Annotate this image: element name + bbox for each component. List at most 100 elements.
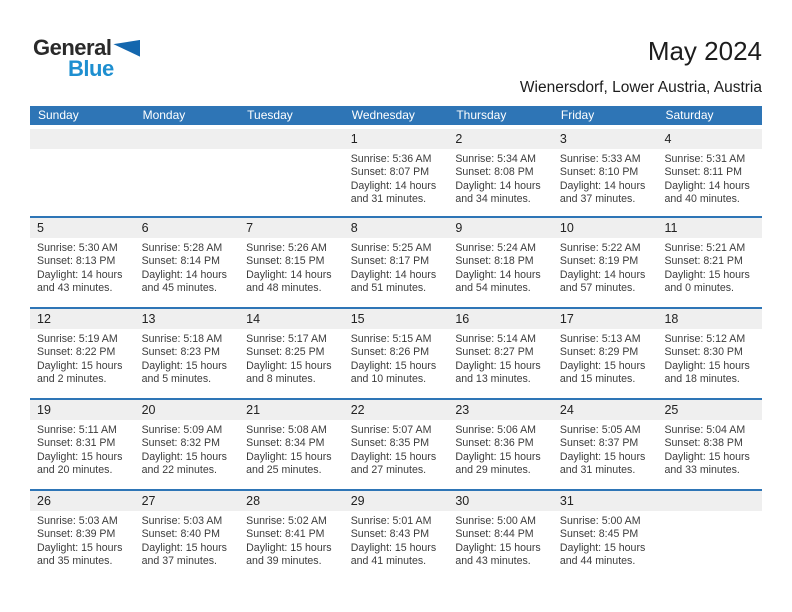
day-number: 23	[448, 400, 553, 420]
day-cell: 23 Sunrise: 5:06 AM Sunset: 8:36 PM Dayligh…	[448, 400, 553, 489]
sunset-text: Sunset: 8:29 PM	[559, 346, 639, 359]
sunset-text: Sunset: 8:22 PM	[37, 346, 116, 359]
calendar: Sunday Monday Tuesday Wednesday Thursday Frid…	[30, 106, 763, 580]
sunset-text: Sunset: 8:11 PM	[664, 166, 743, 179]
daylight-hours-text: Daylight: 15 hours	[141, 359, 227, 372]
daylight-minutes-text: and 35 minutes.	[37, 555, 113, 568]
day-number: 16	[448, 309, 553, 329]
logo-triangle-icon	[113, 39, 141, 57]
day-number: 17	[552, 309, 658, 329]
page-subtitle: Wienersdorf, Lower Austria, Austria	[519, 79, 762, 96]
daylight-minutes-text: and 15 minutes.	[559, 373, 636, 386]
sunrise-text: Sunrise: 5:01 AM	[350, 515, 432, 527]
day-details: Sunrise: 5:31 AM Sunset: 8:11 PM Daylight:…	[657, 149, 762, 207]
day-details: Sunrise: 5:22 AM Sunset: 8:19 PM Daylight:…	[553, 238, 658, 296]
day-cell: 21 Sunrise: 5:08 AM Sunset: 8:34 PM Dayligh…	[239, 400, 344, 489]
day-number: 6	[134, 218, 240, 238]
day-number: 20	[134, 400, 240, 420]
day-details: Sunrise: 5:18 AM Sunset: 8:23 PM Daylight:…	[135, 329, 240, 387]
day-details: Sunrise: 5:33 AM Sunset: 8:10 PM Daylight:…	[553, 149, 658, 207]
day-details: Sunrise: 5:14 AM Sunset: 8:27 PM Daylight:…	[448, 329, 553, 387]
daylight-minutes-text: and 2 minutes.	[37, 373, 107, 386]
day-number: 18	[657, 309, 763, 329]
day-number: 15	[343, 309, 449, 329]
daylight-minutes-text: and 20 minutes.	[37, 464, 113, 477]
daylight-hours-text: Daylight: 15 hours	[350, 450, 437, 463]
empty-cell	[30, 129, 135, 216]
daylight-hours-text: Daylight: 15 hours	[455, 359, 541, 372]
daylight-hours-text: Daylight: 14 hours	[559, 268, 646, 281]
day-cell: 4 Sunrise: 5:31 AM Sunset: 8:11 PM Daylight…	[657, 129, 763, 216]
day-number: 28	[239, 491, 344, 511]
day-number: 30	[448, 491, 553, 511]
daylight-hours-text: Daylight: 15 hours	[37, 541, 123, 554]
sunrise-text: Sunrise: 5:07 AM	[350, 424, 432, 436]
daylight-minutes-text: and 41 minutes.	[350, 555, 427, 568]
sunset-text: Sunset: 8:25 PM	[246, 346, 325, 359]
daylight-minutes-text: and 33 minutes.	[664, 464, 740, 477]
daylight-minutes-text: and 29 minutes.	[455, 464, 531, 477]
sunrise-text: Sunrise: 5:22 AM	[559, 242, 641, 254]
week-row: 26 Sunrise: 5:03 AM Sunset: 8:39 PM Dayligh…	[30, 489, 763, 580]
day-cell: 20 Sunrise: 5:09 AM Sunset: 8:32 PM Dayligh…	[134, 400, 240, 489]
day-cell: 3 Sunrise: 5:33 AM Sunset: 8:10 PM Daylight…	[552, 129, 658, 216]
daylight-hours-text: Daylight: 14 hours	[350, 179, 437, 192]
general-blue-logo: General Blue	[33, 37, 141, 80]
day-cell: 15 Sunrise: 5:15 AM Sunset: 8:26 PM Dayligh…	[343, 309, 449, 398]
sunrise-text: Sunrise: 5:13 AM	[559, 333, 641, 345]
daylight-minutes-text: and 10 minutes.	[350, 373, 427, 386]
day-details: Sunrise: 5:03 AM Sunset: 8:40 PM Daylight:…	[135, 511, 240, 569]
day-cell: 13 Sunrise: 5:18 AM Sunset: 8:23 PM Dayligh…	[134, 309, 240, 398]
daylight-minutes-text: and 18 minutes.	[664, 373, 740, 386]
day-cell: 5 Sunrise: 5:30 AM Sunset: 8:13 PM Daylight…	[30, 218, 135, 307]
day-number: 21	[239, 400, 344, 420]
daylight-minutes-text: and 27 minutes.	[350, 464, 427, 477]
sunrise-text: Sunrise: 5:04 AM	[664, 424, 746, 436]
sunset-text: Sunset: 8:07 PM	[350, 166, 430, 179]
week-row: 19 Sunrise: 5:11 AM Sunset: 8:31 PM Dayligh…	[30, 398, 763, 489]
day-details: Sunrise: 5:19 AM Sunset: 8:22 PM Daylight:…	[30, 329, 135, 387]
daylight-hours-text: Daylight: 14 hours	[141, 268, 227, 281]
daylight-hours-text: Daylight: 14 hours	[559, 179, 646, 192]
daylight-hours-text: Daylight: 15 hours	[559, 359, 646, 372]
sunrise-text: Sunrise: 5:14 AM	[455, 333, 536, 345]
day-number: 7	[239, 218, 344, 238]
day-details: Sunrise: 5:00 AM Sunset: 8:45 PM Daylight:…	[553, 511, 658, 569]
day-number: 14	[239, 309, 344, 329]
daylight-hours-text: Daylight: 15 hours	[559, 450, 646, 463]
week-row: 1 Sunrise: 5:36 AM Sunset: 8:07 PM Daylight…	[30, 125, 763, 216]
weekday-header-saturday: Saturday	[665, 108, 714, 122]
day-details: Sunrise: 5:24 AM Sunset: 8:18 PM Daylight:…	[448, 238, 553, 296]
day-details: Sunrise: 5:13 AM Sunset: 8:29 PM Daylight:…	[553, 329, 658, 387]
sunset-text: Sunset: 8:37 PM	[559, 437, 639, 450]
day-cell: 14 Sunrise: 5:17 AM Sunset: 8:25 PM Dayligh…	[239, 309, 344, 398]
sunrise-text: Sunrise: 5:00 AM	[455, 515, 536, 527]
day-number: 2	[448, 129, 553, 149]
sunrise-text: Sunrise: 5:03 AM	[141, 515, 223, 527]
sunset-text: Sunset: 8:43 PM	[350, 528, 430, 541]
day-cell: 27 Sunrise: 5:03 AM Sunset: 8:40 PM Dayligh…	[134, 491, 240, 580]
day-details: Sunrise: 5:07 AM Sunset: 8:35 PM Daylight:…	[344, 420, 449, 478]
weekday-header-monday: Monday	[142, 108, 186, 122]
daylight-hours-text: Daylight: 15 hours	[37, 450, 123, 463]
day-details: Sunrise: 5:36 AM Sunset: 8:07 PM Daylight:…	[344, 149, 449, 207]
daylight-hours-text: Daylight: 15 hours	[246, 450, 332, 463]
daylight-hours-text: Daylight: 15 hours	[350, 541, 437, 554]
sunrise-text: Sunrise: 5:18 AM	[141, 333, 223, 345]
daylight-minutes-text: and 22 minutes.	[141, 464, 217, 477]
sunset-text: Sunset: 8:39 PM	[37, 528, 116, 541]
day-details: Sunrise: 5:01 AM Sunset: 8:43 PM Daylight:…	[344, 511, 449, 569]
daylight-minutes-text: and 57 minutes.	[559, 282, 636, 295]
daylight-hours-text: Daylight: 15 hours	[246, 359, 332, 372]
daylight-minutes-text: and 51 minutes.	[350, 282, 427, 295]
day-details: Sunrise: 5:09 AM Sunset: 8:32 PM Daylight:…	[135, 420, 240, 478]
day-cell: 7 Sunrise: 5:26 AM Sunset: 8:15 PM Daylight…	[239, 218, 344, 307]
day-details: Sunrise: 5:00 AM Sunset: 8:44 PM Daylight:…	[448, 511, 553, 569]
empty-cell	[239, 129, 344, 216]
day-cell: 25 Sunrise: 5:04 AM Sunset: 8:38 PM Dayligh…	[657, 400, 763, 489]
daylight-hours-text: Daylight: 15 hours	[664, 359, 750, 372]
weekday-header-friday: Friday	[560, 108, 595, 122]
sunrise-text: Sunrise: 5:28 AM	[141, 242, 223, 254]
calendar-grid: 1 Sunrise: 5:36 AM Sunset: 8:07 PM Daylight…	[30, 125, 763, 580]
sunrise-text: Sunrise: 5:00 AM	[559, 515, 641, 527]
